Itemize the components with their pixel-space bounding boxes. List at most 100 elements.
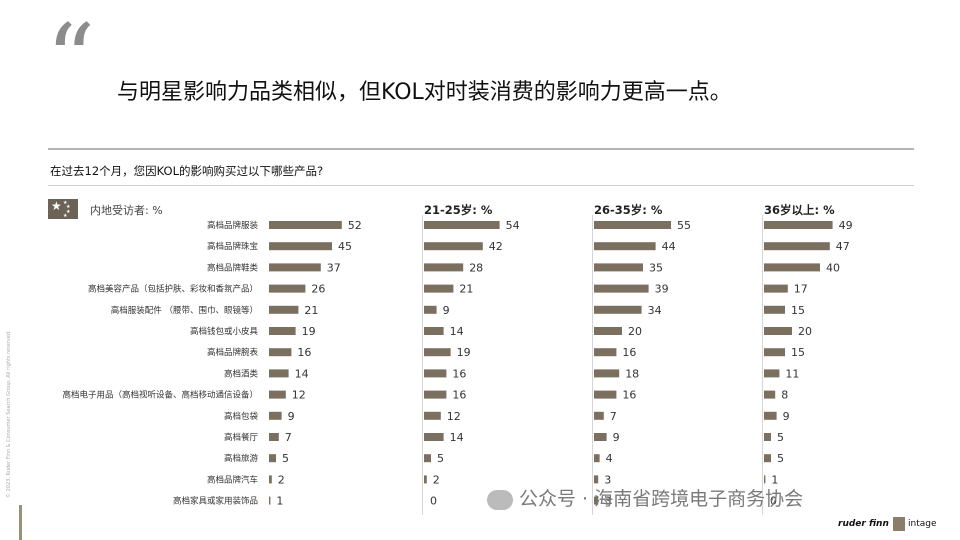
- data-label: 40: [826, 261, 840, 274]
- category-label: 高档品牌鞋类: [207, 262, 259, 273]
- bar: [269, 305, 299, 314]
- bar: [269, 475, 272, 484]
- data-label: 16: [622, 389, 636, 402]
- category-label: 高档旅游: [224, 453, 259, 464]
- data-label: 28: [469, 261, 483, 274]
- bar: [594, 263, 643, 272]
- bar: [764, 242, 830, 251]
- category-label: 高档家具或家用装饰品: [173, 496, 258, 507]
- bar: [269, 221, 342, 229]
- data-label: 39: [655, 283, 669, 296]
- bar: [269, 411, 282, 420]
- data-label: 45: [338, 240, 352, 253]
- data-label: 5: [777, 431, 784, 444]
- bar: [424, 221, 500, 229]
- data-label: 26: [311, 283, 325, 296]
- bar: [594, 411, 604, 420]
- data-label: 19: [302, 325, 316, 338]
- intage-logo: intage: [908, 519, 937, 529]
- bar: [424, 475, 427, 484]
- data-label: 14: [450, 325, 464, 338]
- side-accent-bar: [19, 505, 22, 540]
- category-label: 高档品牌汽车: [207, 474, 258, 485]
- question-rule: [48, 185, 914, 186]
- bar: [269, 369, 289, 378]
- survey-question: 在过去12个月，您因KOL的影响购买过以下哪些产品?: [50, 164, 324, 178]
- category-label: 高档餐厅: [224, 432, 259, 443]
- data-label: 16: [622, 346, 636, 359]
- bar: [269, 496, 271, 505]
- bar: [764, 433, 771, 441]
- category-label: 高档品牌腕表: [207, 347, 259, 358]
- bar: [424, 390, 447, 399]
- category-label: 高档电子用品（高档视听设备、高档移动通信设备）: [62, 390, 258, 401]
- bar: [764, 411, 777, 420]
- data-label: 8: [781, 389, 788, 402]
- bar: [764, 221, 833, 229]
- category-label: 高档品牌珠宝: [207, 241, 258, 252]
- data-label: 14: [295, 367, 309, 380]
- bar: [764, 369, 780, 378]
- data-label: 1: [771, 473, 778, 486]
- bar: [594, 305, 642, 314]
- watermark-text: 公众号 · 海南省跨境电子商务协会: [519, 488, 804, 510]
- data-label: 9: [288, 410, 295, 423]
- data-label: 3: [604, 473, 611, 486]
- data-label: 14: [450, 431, 464, 444]
- bar: [764, 263, 820, 272]
- data-label: 21: [304, 304, 318, 317]
- data-label: 15: [791, 346, 805, 359]
- data-label: 34: [648, 304, 662, 317]
- bar: [594, 475, 599, 484]
- bar: [424, 369, 447, 378]
- data-label: 12: [292, 389, 306, 402]
- quote-mark: “: [46, 4, 96, 116]
- bar: [764, 327, 792, 335]
- bar: [764, 305, 785, 314]
- bar: [594, 390, 617, 399]
- section-label: 内地受访者: %: [90, 204, 163, 217]
- bar: [269, 327, 296, 335]
- bar: [764, 475, 766, 484]
- bar: [424, 348, 451, 357]
- bar: [594, 221, 671, 229]
- category-label: 高档服装配件 （腰带、围巾、眼镜等）: [111, 305, 258, 316]
- bar: [424, 305, 437, 314]
- group-header-36-plus: 36岁以上: %: [764, 203, 835, 217]
- bar: [764, 348, 785, 357]
- bar: [594, 242, 656, 251]
- data-label: 15: [791, 304, 805, 317]
- data-label: 9: [783, 410, 790, 423]
- data-label: 1: [276, 495, 283, 508]
- data-label: 55: [677, 219, 691, 232]
- panel-divider: [422, 215, 423, 515]
- data-label: 3: [604, 495, 611, 508]
- data-label: 5: [777, 452, 784, 465]
- data-label: 18: [625, 367, 639, 380]
- wechat-icon: [487, 489, 513, 510]
- bar: [424, 454, 431, 463]
- category-label: 高档酒类: [224, 368, 259, 379]
- copyright-text: © 2023. Ruder Finn & Consumer Search Gro…: [6, 330, 12, 498]
- data-label: 52: [348, 219, 362, 232]
- category-label: 高档包袋: [224, 411, 259, 422]
- bar: [594, 284, 649, 293]
- data-label: 19: [457, 346, 471, 359]
- panel-divider: [592, 215, 593, 515]
- data-label: 47: [836, 240, 850, 253]
- data-label: 9: [613, 431, 620, 444]
- data-label: 20: [628, 325, 642, 338]
- data-label: 0: [430, 495, 437, 508]
- data-label: 5: [282, 452, 289, 465]
- csg-logo-icon: [893, 517, 905, 531]
- data-label: 49: [839, 219, 853, 232]
- data-label: 20: [798, 325, 812, 338]
- bar: [269, 284, 306, 293]
- bar: [594, 496, 599, 505]
- bar: [424, 284, 454, 293]
- bar: [594, 348, 617, 357]
- data-label: 16: [297, 346, 311, 359]
- data-label: 9: [443, 304, 450, 317]
- bar: [269, 242, 332, 251]
